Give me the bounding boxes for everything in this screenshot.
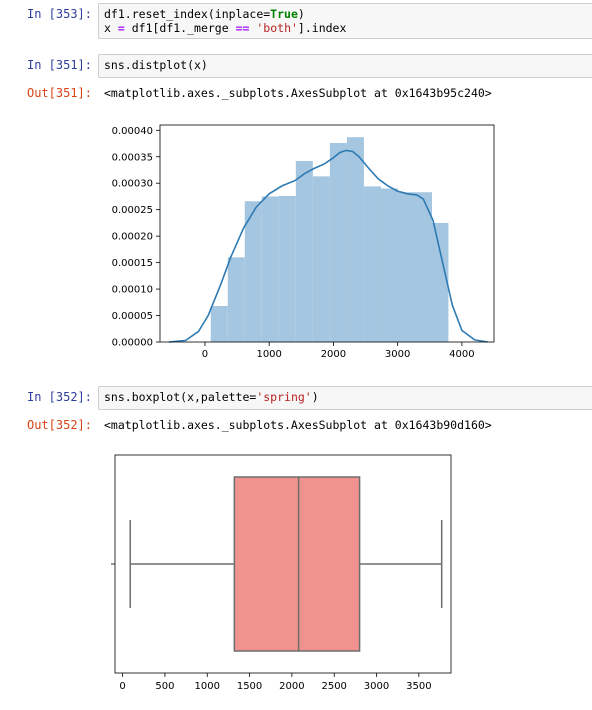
histogram-bar (346, 137, 364, 342)
code-operator: == (235, 21, 250, 35)
x-tick-label: 3000 (385, 349, 410, 360)
code-token: sns.distplot(x) (104, 58, 208, 72)
input-prompt-351: In [351]: (26, 58, 92, 72)
y-tick-label: 0.00030 (112, 179, 153, 190)
kde-line (168, 149, 488, 343)
histogram-chart: 0 1000 2000 3000 4000 0.00000 0.00005 0.00010 0.… (112, 124, 495, 360)
y-tick-label: 0.00035 (112, 152, 153, 163)
histogram-bar (432, 222, 449, 342)
input-prompt-352: In [352]: (26, 390, 92, 404)
code-cell-351[interactable]: sns.distplot(x) (98, 54, 592, 78)
x-tick-label: 2000 (279, 681, 304, 692)
output-text-351: <matplotlib.axes._subplots.AxesSubplot a… (104, 86, 492, 100)
histogram-bar (312, 176, 330, 342)
code-token: df1.reset_index(inplace= (104, 7, 271, 21)
histogram-bar (380, 188, 398, 342)
histogram-bar (295, 160, 313, 342)
histogram-bar (227, 257, 245, 342)
histogram-bar (329, 142, 347, 342)
y-tick-label: 0.00000 (112, 338, 153, 349)
x-tick-label: 3000 (364, 681, 389, 692)
code-token: sns.boxplot(x,palette= (104, 390, 257, 404)
code-string: 'spring' (256, 390, 312, 404)
y-tick-label: 0.00040 (112, 126, 153, 137)
boxplot-chart: 0 500 1000 1500 2000 2500 3000 3500 (111, 454, 452, 692)
x-tick-label: 500 (155, 681, 174, 692)
y-tick-label: 0.00020 (112, 232, 153, 243)
x-tick-label: 4000 (449, 349, 474, 360)
x-tick-label: 2500 (321, 681, 346, 692)
x-tick-label: 0 (119, 681, 125, 692)
histogram-bar (397, 192, 415, 342)
y-tick-label: 0.00010 (112, 285, 153, 296)
input-prompt-353: In [353]: (26, 7, 92, 21)
code-string: 'both' (256, 21, 298, 35)
code-token: ].index (297, 21, 347, 35)
y-tick-label: 0.00015 (112, 258, 153, 269)
output-prompt-351: Out[351]: (26, 86, 92, 100)
x-tick-label: 1000 (256, 349, 281, 360)
output-text-352: <matplotlib.axes._subplots.AxesSubplot a… (104, 418, 492, 432)
code-cell-352[interactable]: sns.boxplot(x,palette='spring') (98, 386, 592, 410)
x-tick-label: 3500 (406, 681, 431, 692)
x-tick-label: 0 (202, 349, 208, 360)
code-token: ) (297, 7, 305, 21)
code-token: x (104, 21, 118, 35)
y-tick-label: 0.00005 (112, 311, 153, 322)
histogram-bar (261, 196, 279, 342)
axes-frame (159, 124, 495, 343)
box-iqr (233, 476, 361, 652)
x-tick-label: 1500 (237, 681, 262, 692)
histogram-bar (278, 195, 296, 342)
histogram-bar (363, 186, 381, 342)
code-token: df1[df1._merge (124, 21, 236, 35)
code-cell-353[interactable]: df1.reset_index(inplace=True) x = df1[df… (98, 3, 592, 39)
x-tick-label: 2000 (321, 349, 346, 360)
x-tick-label: 1000 (195, 681, 220, 692)
output-prompt-352: Out[352]: (26, 418, 92, 432)
code-operator: = (117, 21, 125, 35)
code-keyword: True (270, 7, 298, 21)
y-tick-label: 0.00025 (112, 205, 153, 216)
histogram-bar (414, 192, 433, 342)
code-token: ) (311, 390, 319, 404)
histogram-bar (244, 201, 262, 342)
histogram-bar (210, 306, 228, 342)
